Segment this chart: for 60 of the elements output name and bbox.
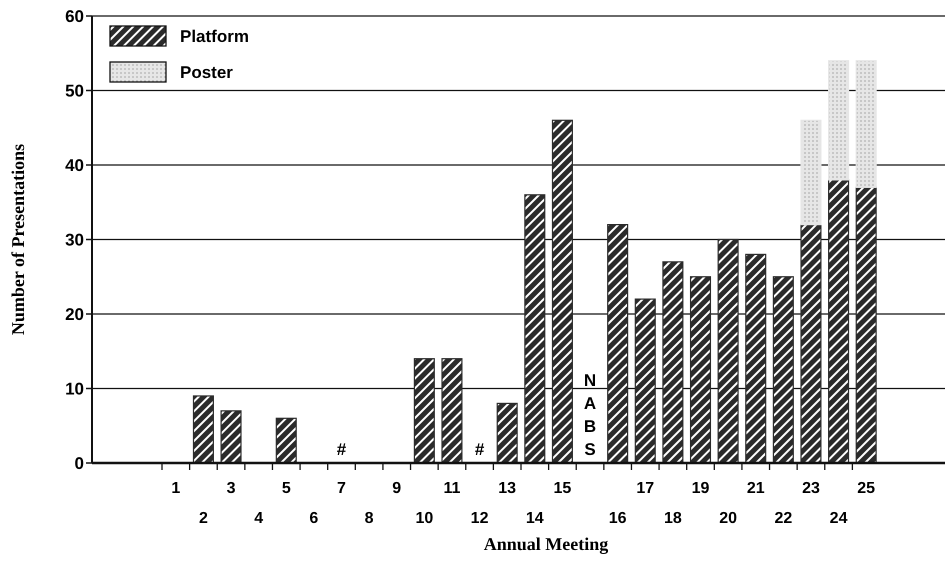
y-tick-label: 0 <box>74 454 84 473</box>
annotation: NABS <box>584 371 596 459</box>
y-tick-label: 60 <box>65 6 84 26</box>
x-axis-title: Annual Meeting <box>484 534 608 554</box>
x-tick-label: 15 <box>554 480 572 497</box>
bar <box>772 276 794 464</box>
bar <box>718 238 739 464</box>
y-axis-title: Number of Presentations <box>8 144 28 336</box>
bar <box>856 186 877 464</box>
x-tick-label: 23 <box>802 480 820 497</box>
bar <box>800 120 822 226</box>
x-tick-label: 2 <box>198 510 208 527</box>
x-tick-label: 20 <box>719 510 738 527</box>
x-tick-label: 4 <box>254 510 264 527</box>
x-tick-label: 1 <box>171 480 180 497</box>
x-tick-label: 18 <box>664 510 682 527</box>
bar <box>552 120 573 464</box>
bar <box>800 224 822 464</box>
x-tick-label: 3 <box>226 480 236 497</box>
x-tick-label: 13 <box>498 480 516 497</box>
bar <box>524 194 546 464</box>
annotation: # <box>474 440 485 459</box>
x-tick-label: 24 <box>830 510 848 527</box>
x-tick-label: 19 <box>692 480 710 497</box>
bar <box>828 60 850 180</box>
y-tick-label: 30 <box>65 230 84 250</box>
x-tick-label: 5 <box>282 480 291 497</box>
x-tick-label: 25 <box>857 480 876 497</box>
x-tick-label: 9 <box>392 480 402 497</box>
x-tick-label: 16 <box>608 510 627 527</box>
bar <box>607 224 628 464</box>
bar <box>441 358 463 464</box>
bar <box>414 358 435 464</box>
x-tick-label: 17 <box>636 480 654 497</box>
y-tick-label: 10 <box>65 379 84 398</box>
x-tick-label: 11 <box>444 480 461 497</box>
y-tick-label: 40 <box>65 156 84 175</box>
x-tick-label: 10 <box>415 510 434 527</box>
bar <box>828 179 850 464</box>
bar <box>192 395 214 464</box>
bar <box>276 418 297 464</box>
bar <box>690 276 712 464</box>
x-tick-label: 8 <box>364 510 374 527</box>
x-tick-label: 21 <box>746 480 765 497</box>
annotation: # <box>336 440 347 459</box>
bar <box>856 60 877 188</box>
bar <box>634 298 656 464</box>
x-tick-label: 6 <box>309 510 318 527</box>
bar <box>662 261 684 464</box>
bar <box>745 254 766 464</box>
bar <box>496 402 518 464</box>
legend-label: Poster <box>180 62 234 82</box>
legend-label: Platform <box>180 26 249 46</box>
y-tick-label: 50 <box>65 81 84 100</box>
x-tick-label: 7 <box>337 480 346 497</box>
x-tick-label: 14 <box>526 510 544 527</box>
x-tick-label: 22 <box>774 510 792 527</box>
bar <box>220 410 242 464</box>
x-tick-label: 12 <box>470 510 489 527</box>
y-tick-label: 20 <box>65 304 84 324</box>
